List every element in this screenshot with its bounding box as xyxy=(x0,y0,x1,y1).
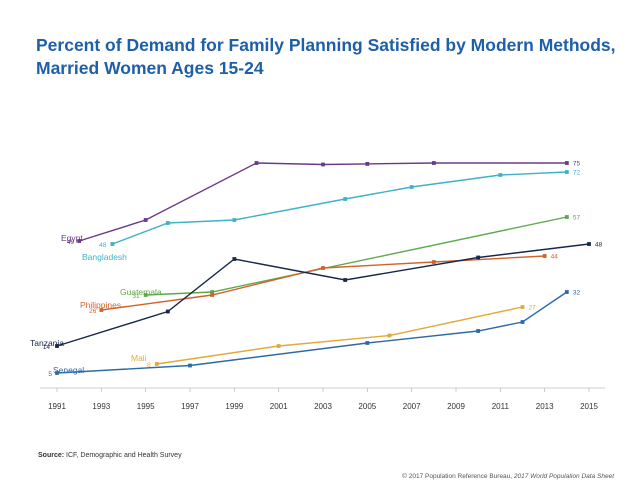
data-point-philippines-2003 xyxy=(321,266,325,270)
credit-prefix: © 2017 Population Reference Bureau, xyxy=(402,473,514,480)
data-point-guatemala-1998 xyxy=(210,290,215,294)
copyright-credit: © 2017 Population Reference Bureau, 2017… xyxy=(402,473,614,480)
credit-publication: 2017 World Population Data Sheet xyxy=(513,473,614,480)
data-point-mali-2006 xyxy=(387,333,392,338)
data-point-tanzania-2010 xyxy=(476,255,481,260)
chart-title-line-1: Percent of Demand for Family Planning Sa… xyxy=(36,35,616,55)
x-tick-label-2009: 2009 xyxy=(447,402,465,411)
end-value-label-bangladesh: 72 xyxy=(573,170,581,177)
x-tick-label-2001: 2001 xyxy=(270,402,288,411)
data-point-senegal-2014 xyxy=(564,290,569,294)
start-value-label-philippines: 26 xyxy=(89,308,97,315)
end-value-label-guatemala: 57 xyxy=(573,215,581,222)
data-point-bangladesh-2004 xyxy=(343,197,348,201)
start-value-label-senegal: 5 xyxy=(48,371,52,378)
x-tick-label-2011: 2011 xyxy=(492,402,510,411)
series-name-label-bangladesh: Bangladesh xyxy=(82,252,127,262)
x-tick-label-1997: 1997 xyxy=(181,402,199,411)
data-point-bangladesh-1993.5 xyxy=(110,242,115,246)
data-point-tanzania-1996 xyxy=(165,309,170,314)
data-point-philippines-1993 xyxy=(99,308,104,312)
series-line-senegal xyxy=(56,291,568,374)
end-value-label-senegal: 32 xyxy=(573,290,581,297)
data-point-mali-2001 xyxy=(276,344,281,348)
data-point-tanzania-1999 xyxy=(232,257,237,261)
x-tick-label-1995: 1995 xyxy=(137,402,155,411)
data-point-philippines-2013 xyxy=(542,254,547,258)
start-value-label-guatemala: 31 xyxy=(132,293,140,300)
data-point-senegal-1991 xyxy=(55,371,59,375)
x-tick-label-1999: 1999 xyxy=(225,402,243,411)
x-tick-label-2013: 2013 xyxy=(536,402,554,411)
data-point-mali-2012 xyxy=(520,305,525,309)
data-point-bangladesh-2014 xyxy=(564,170,569,174)
start-value-label-bangladesh: 48 xyxy=(99,242,107,249)
data-point-senegal-2010 xyxy=(476,329,481,333)
data-point-egypt-2014 xyxy=(564,161,569,165)
series-name-label-senegal: Senegal xyxy=(53,365,84,375)
data-point-egypt-1995 xyxy=(143,218,148,222)
start-value-label-mali: 8 xyxy=(147,362,151,369)
start-value-label-egypt: 49 xyxy=(67,239,75,246)
chart-title-line-2: Married Women Ages 15-24 xyxy=(36,58,264,78)
series-line-tanzania xyxy=(56,243,590,347)
series-name-label-philippines: Philippines xyxy=(80,300,121,310)
data-point-tanzania-2004 xyxy=(343,278,348,282)
data-point-guatemala-2014 xyxy=(564,215,569,219)
data-point-tanzania-1991 xyxy=(55,344,59,348)
series-name-label-tanzania: Tanzania xyxy=(30,338,64,348)
data-point-egypt-2005 xyxy=(365,162,370,166)
data-point-bangladesh-1999 xyxy=(232,218,237,222)
chart-title: Percent of Demand for Family Planning Sa… xyxy=(36,34,626,80)
start-value-label-tanzania: 14 xyxy=(43,344,51,351)
data-point-bangladesh-2011 xyxy=(498,173,503,177)
source-text: ICF, Demographic and Health Survey xyxy=(66,452,182,459)
series-name-label-mali: Mali xyxy=(131,353,147,363)
data-point-philippines-1998 xyxy=(210,293,215,297)
end-value-label-philippines: 44 xyxy=(551,254,559,261)
series-name-label-egypt: Egypt xyxy=(61,233,83,243)
data-point-tanzania-2015 xyxy=(587,242,591,246)
end-value-label-egypt: 75 xyxy=(573,161,581,168)
source-label: Source: xyxy=(38,452,65,459)
data-point-senegal-1997 xyxy=(188,363,192,368)
series-bangladesh: Bangladesh 48 72 xyxy=(82,170,580,263)
series-name-label-guatemala: Guatemala xyxy=(120,287,162,297)
data-point-guatemala-1995 xyxy=(143,293,148,297)
x-tick-label-2015: 2015 xyxy=(580,402,598,411)
series-line-bangladesh xyxy=(112,171,567,245)
source-note: Source: ICF, Demographic and Health Surv… xyxy=(38,452,182,459)
data-point-philippines-2008 xyxy=(431,260,436,264)
data-point-egypt-1992 xyxy=(77,239,82,243)
x-tick-label-2003: 2003 xyxy=(314,402,332,411)
x-tick-label-1993: 1993 xyxy=(92,402,110,411)
x-tick-label-2007: 2007 xyxy=(403,402,421,411)
end-value-label-mali: 27 xyxy=(529,305,537,312)
series-line-philippines xyxy=(101,255,545,311)
data-point-senegal-2012 xyxy=(520,320,525,324)
data-point-mali-1995.5 xyxy=(154,362,159,366)
series-line-mali xyxy=(156,306,523,365)
data-point-senegal-2005 xyxy=(365,341,370,345)
data-point-egypt-2003 xyxy=(321,162,325,167)
end-value-label-tanzania: 48 xyxy=(595,242,603,249)
x-axis-ticks: 1991 1993 1995 1997 1999 2001 2003 2005 2007 2009… xyxy=(48,388,598,411)
data-point-bangladesh-2007 xyxy=(409,185,414,189)
data-point-egypt-2008 xyxy=(431,161,436,165)
x-tick-label-2005: 2005 xyxy=(358,402,376,411)
data-point-bangladesh-1996 xyxy=(165,221,170,225)
series-line-guatemala xyxy=(145,216,567,296)
data-point-egypt-2000 xyxy=(254,161,259,165)
x-tick-label-1991: 1991 xyxy=(48,402,66,411)
